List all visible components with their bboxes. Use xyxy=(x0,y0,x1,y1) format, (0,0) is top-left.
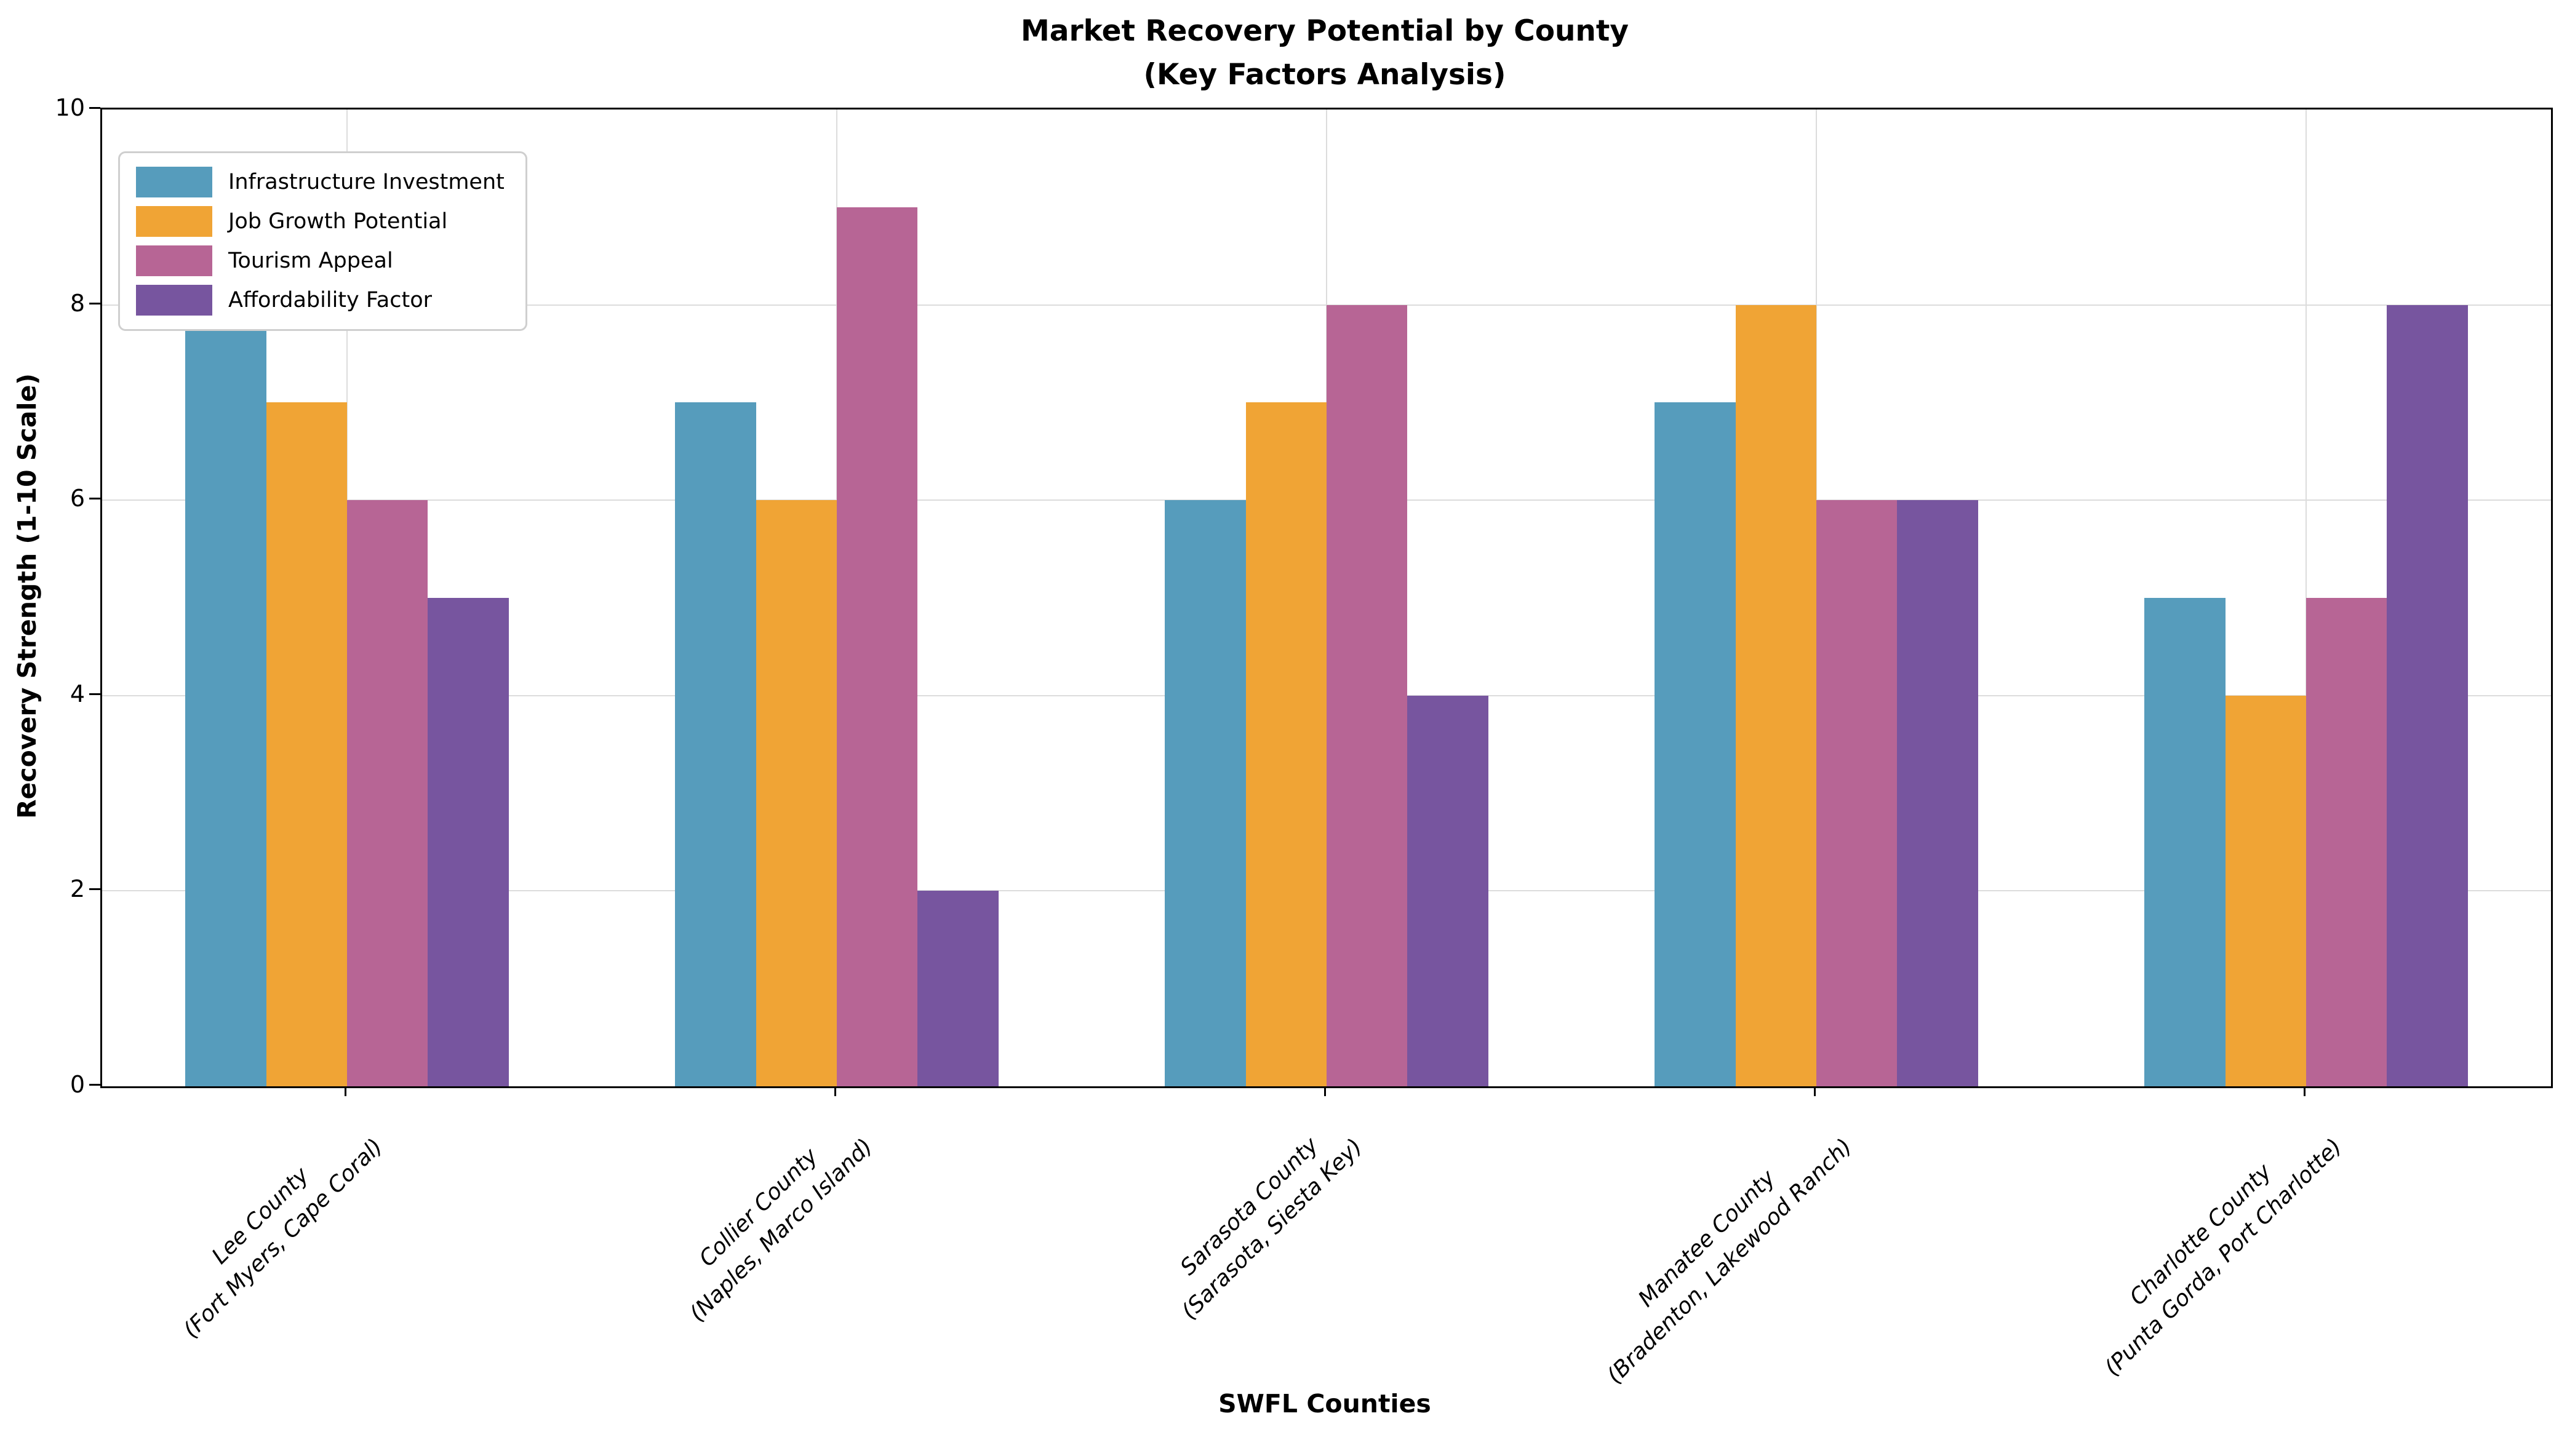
chart-title: Market Recovery Potential by County (Key… xyxy=(100,10,2549,97)
y-tick-mark-0 xyxy=(89,1084,100,1086)
x-tick-label-line2-5: (Punta Gorda, Port Charlotte) xyxy=(2099,1134,2347,1381)
bar-affordability-factor-3 xyxy=(1407,695,1488,1086)
x-tick-label-line1-2: Collier County xyxy=(694,1143,823,1272)
bar-group-4 xyxy=(1571,109,2061,1086)
bar-infrastructure-investment-1 xyxy=(185,304,266,1086)
legend-item-infrastructure-investment: Infrastructure Investment xyxy=(136,165,505,199)
bar-affordability-factor-5 xyxy=(2387,304,2468,1086)
x-tick-label-line1-3: Sarasota County xyxy=(1175,1132,1323,1281)
y-tick-label-8: 8 xyxy=(70,289,85,317)
bar-tourism-appeal-4 xyxy=(1816,500,1898,1086)
x-tick-label-line1-1: Lee County xyxy=(207,1162,314,1270)
legend-label-affordability-factor: Affordability Factor xyxy=(228,288,432,312)
legend-swatch-infrastructure-investment xyxy=(136,167,212,197)
x-tick-label-line2-1: (Fort Myers, Cape Coral) xyxy=(178,1134,388,1343)
legend-swatch-affordability-factor xyxy=(136,285,212,316)
legend-item-tourism-appeal: Tourism Appeal xyxy=(136,244,505,277)
bar-tourism-appeal-2 xyxy=(837,207,918,1086)
bar-tourism-appeal-3 xyxy=(1327,304,1408,1086)
bar-tourism-appeal-5 xyxy=(2306,598,2387,1086)
x-axis-label: SWFL Counties xyxy=(1218,1389,1431,1418)
bar-job-growth-potential-2 xyxy=(756,500,837,1086)
bar-infrastructure-investment-3 xyxy=(1165,500,1246,1086)
bar-infrastructure-investment-5 xyxy=(2144,598,2226,1086)
y-tick-mark-4 xyxy=(89,693,100,695)
y-tick-mark-8 xyxy=(89,302,100,304)
x-tick-mark-3 xyxy=(1323,1086,1326,1096)
x-tick-label-text-2: Collier County (Naples, Marco Island) xyxy=(660,1109,880,1329)
x-tick-mark-5 xyxy=(2303,1086,2306,1096)
bar-job-growth-potential-3 xyxy=(1245,402,1327,1086)
legend-item-affordability-factor: Affordability Factor xyxy=(136,284,505,317)
x-tick-label-text-5: Charlotte County (Punta Gorda, Port Charl… xyxy=(2075,1109,2349,1383)
x-tick-label-text-4: Manatee County (Bradenton, Lakewood Ranch… xyxy=(1578,1109,1860,1391)
x-tick-mark-2 xyxy=(834,1086,836,1096)
chart-title-line1: Market Recovery Potential by County xyxy=(1020,14,1629,48)
legend: Infrastructure Investment Job Growth Pote… xyxy=(118,151,527,331)
bar-job-growth-potential-5 xyxy=(2225,695,2306,1086)
legend-label-infrastructure-investment: Infrastructure Investment xyxy=(228,170,505,194)
bar-infrastructure-investment-2 xyxy=(675,402,756,1086)
bar-affordability-factor-1 xyxy=(428,598,509,1086)
x-tick-mark-4 xyxy=(1813,1086,1816,1096)
legend-label-job-growth-potential: Job Growth Potential xyxy=(228,209,448,234)
y-tick-mark-6 xyxy=(89,498,100,500)
bar-group-1 xyxy=(102,109,592,1086)
y-tick-label-2: 2 xyxy=(70,875,85,903)
y-tick-label-6: 6 xyxy=(70,485,85,512)
x-tick-label-text-1: Lee County (Fort Myers, Cape Coral) xyxy=(154,1109,391,1346)
x-tick-label-line1-4: Manatee County xyxy=(1634,1165,1781,1312)
bar-job-growth-potential-1 xyxy=(266,402,347,1086)
x-tick-mark-1 xyxy=(344,1086,346,1096)
legend-item-job-growth-potential: Job Growth Potential xyxy=(136,205,505,238)
bar-affordability-factor-2 xyxy=(917,891,999,1086)
bar-group-5 xyxy=(2061,109,2551,1086)
y-tick-label-10: 10 xyxy=(55,94,85,121)
y-tick-mark-10 xyxy=(89,107,100,109)
x-tick-label-line2-4: (Bradenton, Lakewood Ranch) xyxy=(1602,1134,1858,1389)
chart-title-line2: (Key Factors Analysis) xyxy=(1143,57,1506,92)
bar-group-2 xyxy=(592,109,1082,1086)
x-tick-label-line1-5: Charlotte County xyxy=(2125,1159,2277,1311)
y-axis-label: Recovery Strength (1-10 Scale) xyxy=(12,373,42,819)
legend-swatch-job-growth-potential xyxy=(136,206,212,237)
x-tick-label-text-3: Sarasota County (Sarasota, Siesta Key) xyxy=(1152,1109,1370,1327)
plot-area xyxy=(100,108,2553,1088)
bar-group-3 xyxy=(1082,109,1571,1086)
bar-tourism-appeal-1 xyxy=(347,500,428,1086)
y-tick-mark-2 xyxy=(89,888,100,891)
legend-swatch-tourism-appeal xyxy=(136,245,212,276)
bar-infrastructure-investment-4 xyxy=(1655,402,1736,1086)
legend-label-tourism-appeal: Tourism Appeal xyxy=(228,249,393,273)
y-tick-label-4: 4 xyxy=(70,680,85,707)
bar-affordability-factor-4 xyxy=(1897,500,1978,1086)
bar-job-growth-potential-4 xyxy=(1735,304,1816,1086)
y-tick-label-0: 0 xyxy=(70,1071,85,1098)
